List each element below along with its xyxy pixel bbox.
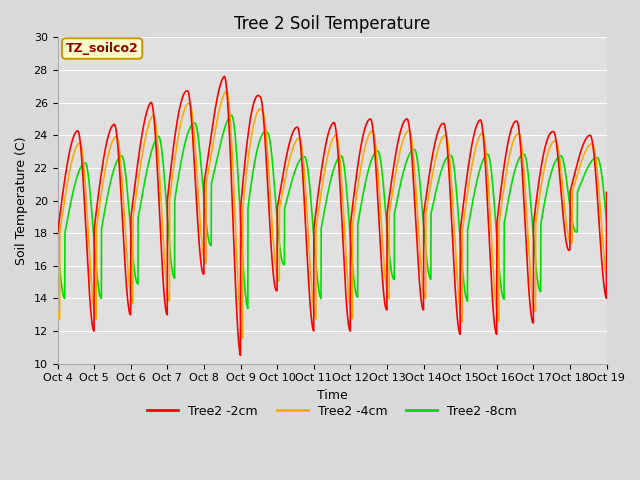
Line: Tree2 -8cm: Tree2 -8cm — [58, 115, 607, 309]
Tree2 -8cm — [228, 112, 236, 118]
Tree2 -2cm — [260, 130, 268, 136]
Tree2 -2cm — [220, 73, 228, 79]
Tree2 -8cm — [260, 129, 268, 135]
Tree2 -2cm — [603, 190, 611, 195]
Tree2 -8cm — [603, 218, 611, 224]
Line: Tree2 -2cm: Tree2 -2cm — [58, 76, 607, 355]
Tree2 -2cm — [187, 108, 195, 113]
Tree2 -8cm — [181, 140, 189, 146]
Tree2 -4cm — [239, 335, 246, 341]
Tree2 -8cm — [54, 239, 61, 245]
Tree2 -4cm — [187, 102, 195, 108]
Tree2 -8cm — [244, 306, 252, 312]
Tree2 -8cm — [598, 177, 606, 182]
Tree2 -8cm — [184, 130, 192, 136]
Tree2 -4cm — [181, 105, 189, 111]
Tree2 -4cm — [54, 308, 61, 314]
Tree2 -4cm — [300, 162, 308, 168]
Legend: Tree2 -2cm, Tree2 -4cm, Tree2 -8cm: Tree2 -2cm, Tree2 -4cm, Tree2 -8cm — [142, 400, 522, 423]
Tree2 -2cm — [237, 352, 244, 358]
Y-axis label: Soil Temperature (C): Soil Temperature (C) — [15, 136, 28, 265]
Tree2 -8cm — [300, 154, 308, 160]
Text: TZ_soilco2: TZ_soilco2 — [66, 42, 138, 55]
Tree2 -2cm — [181, 89, 189, 95]
Tree2 -2cm — [54, 230, 61, 236]
Tree2 -2cm — [598, 266, 606, 272]
Tree2 -4cm — [184, 100, 192, 106]
Tree2 -4cm — [603, 277, 611, 283]
Tree2 -2cm — [300, 188, 308, 194]
Tree2 -4cm — [598, 233, 606, 239]
Line: Tree2 -4cm: Tree2 -4cm — [58, 91, 607, 338]
Tree2 -4cm — [223, 88, 230, 94]
Title: Tree 2 Soil Temperature: Tree 2 Soil Temperature — [234, 15, 430, 33]
X-axis label: Time: Time — [317, 389, 348, 402]
Tree2 -2cm — [184, 88, 192, 94]
Tree2 -4cm — [260, 116, 268, 122]
Tree2 -8cm — [187, 123, 195, 129]
